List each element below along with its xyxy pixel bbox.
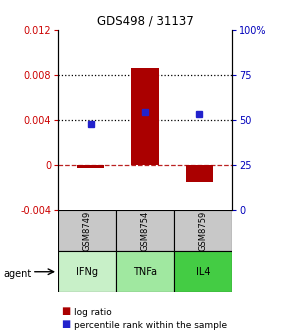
Text: GSM8754: GSM8754 [140, 210, 150, 251]
Text: IFNg: IFNg [76, 267, 98, 277]
Text: TNFa: TNFa [133, 267, 157, 277]
Bar [58, 210, 116, 251]
Text: log ratio: log ratio [74, 308, 112, 317]
Bar [131, 69, 159, 165]
Text: agent: agent [3, 269, 31, 279]
Bar [186, 165, 213, 182]
Bar [174, 210, 232, 251]
Text: ■: ■ [61, 319, 70, 329]
Bar [174, 251, 232, 292]
Bar [116, 251, 174, 292]
Bar [58, 251, 116, 292]
Title: GDS498 / 31137: GDS498 / 31137 [97, 15, 193, 28]
Bar [116, 210, 174, 251]
Text: IL4: IL4 [196, 267, 210, 277]
Text: GSM8759: GSM8759 [198, 210, 208, 251]
Text: GSM8749: GSM8749 [82, 210, 92, 251]
Text: ■: ■ [61, 306, 70, 316]
Bar [77, 165, 104, 168]
Text: percentile rank within the sample: percentile rank within the sample [74, 322, 227, 330]
